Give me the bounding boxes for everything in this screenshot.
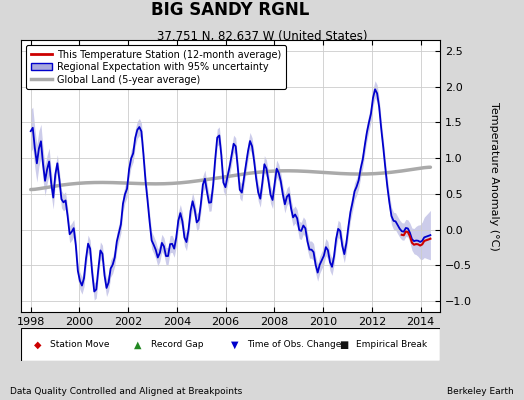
Text: 37.751 N, 82.637 W (United States): 37.751 N, 82.637 W (United States) xyxy=(157,30,367,43)
Y-axis label: Temperature Anomaly (°C): Temperature Anomaly (°C) xyxy=(489,102,499,250)
Text: Data Quality Controlled and Aligned at Breakpoints: Data Quality Controlled and Aligned at B… xyxy=(10,387,243,396)
Title: BIG SANDY RGNL: BIG SANDY RGNL xyxy=(151,1,310,19)
Legend: This Temperature Station (12-month average), Regional Expectation with 95% uncer: This Temperature Station (12-month avera… xyxy=(26,45,286,90)
Text: Berkeley Earth: Berkeley Earth xyxy=(447,387,514,396)
